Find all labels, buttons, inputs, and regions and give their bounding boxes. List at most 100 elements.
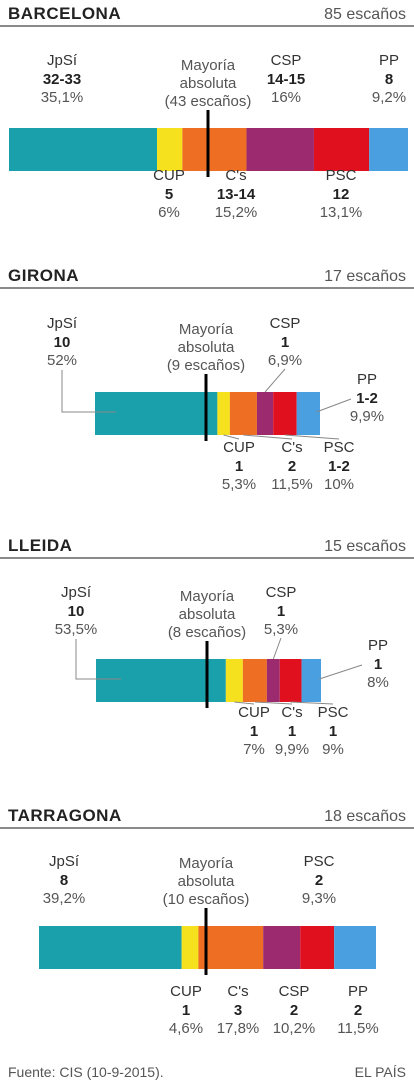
bar-segment-psc [313, 128, 370, 171]
party-name-psc: PSC [304, 853, 335, 870]
party-seats-cup: 5 [165, 186, 173, 203]
bar-segment-cup [217, 392, 230, 435]
bar-segment-psc [273, 392, 297, 435]
leader-line [319, 664, 363, 680]
party-name-pp: PP [379, 52, 399, 69]
party-pct-cup: 7% [243, 741, 265, 758]
party-seats-csp: 14-15 [267, 71, 305, 88]
party-seats-jps: 32-33 [43, 71, 81, 88]
bar-segment-jps [9, 128, 158, 171]
bar-segment-csp [256, 392, 274, 435]
majority-label: Mayoría [179, 321, 234, 338]
party-pct-cup: 4,6% [169, 1020, 203, 1037]
bar-segment-psc [279, 659, 302, 702]
party-pct-csp: 6,9% [268, 352, 302, 369]
party-seats-csp: 2 [290, 1002, 298, 1019]
party-pct-c-s: 9,9% [275, 741, 309, 758]
party-seats-pp: 1 [374, 656, 382, 673]
party-pct-pp: 8% [367, 674, 389, 691]
region-title: GIRONA [8, 266, 79, 285]
party-pct-jps: 35,1% [41, 89, 84, 106]
party-seats-cup: 1 [182, 1002, 190, 1019]
bar-segment-cup [157, 128, 183, 171]
party-seats-pp: 2 [354, 1002, 362, 1019]
party-seats-c-s: 2 [288, 458, 296, 475]
footer-brand: EL PAÍS [354, 1064, 406, 1080]
majority-label: absoluta [178, 873, 235, 890]
leader-line [75, 639, 121, 680]
region-seats-total: 15 escaños [324, 538, 406, 555]
party-name-pp: PP [348, 983, 368, 1000]
region-title: TARRAGONA [8, 806, 122, 825]
party-name-jps: JpSí [47, 52, 78, 69]
party-name-csp: CSP [271, 52, 302, 69]
party-pct-csp: 10,2% [273, 1020, 316, 1037]
majority-seats-label: (9 escaños) [167, 357, 245, 374]
bar-segment-psc [300, 926, 335, 969]
party-name-psc: PSC [324, 439, 355, 456]
bar-segment-pp [334, 926, 376, 969]
leader-line [272, 637, 282, 660]
party-seats-psc: 12 [333, 186, 350, 203]
leader-line [223, 434, 240, 440]
majority-label: absoluta [178, 339, 235, 356]
party-seats-jps: 8 [60, 872, 68, 889]
party-seats-c-s: 1 [288, 723, 296, 740]
party-name-pp: PP [357, 371, 377, 388]
party-seats-csp: 1 [281, 334, 289, 351]
party-pct-cup: 5,3% [222, 476, 256, 493]
party-seats-psc: 1 [329, 723, 337, 740]
party-pct-psc: 13,1% [320, 204, 363, 221]
majority-label: Mayoría [180, 588, 235, 605]
party-name-jps: JpSí [61, 584, 92, 601]
party-name-psc: PSC [318, 704, 349, 721]
region-title: LLEIDA [8, 536, 72, 555]
bar-segment-csp [266, 659, 280, 702]
party-pct-pp: 11,5% [337, 1020, 378, 1037]
bar-segment-cup [225, 659, 243, 702]
party-pct-jps: 39,2% [43, 890, 86, 907]
leader-line [61, 370, 117, 413]
party-pct-psc: 9% [322, 741, 344, 758]
footer-source: Fuente: CIS (10-9-2015). [8, 1064, 164, 1080]
bar-segment-jps [39, 926, 182, 969]
party-seats-pp: 1-2 [356, 390, 378, 407]
majority-seats-label: (8 escaños) [168, 624, 246, 641]
party-pct-jps: 52% [47, 352, 77, 369]
majority-label: absoluta [180, 75, 237, 92]
bar-segment-csp [246, 128, 314, 171]
majority-seats-label: (43 escaños) [165, 93, 252, 110]
leader-line [264, 368, 286, 393]
party-name-csp: CSP [279, 983, 310, 1000]
majority-label: Mayoría [179, 855, 234, 872]
majority-seats-label: (10 escaños) [163, 891, 250, 908]
party-seats-csp: 1 [277, 603, 285, 620]
leader-line [234, 701, 255, 705]
bar-segment-c-s [242, 659, 267, 702]
party-pct-c-s: 11,5% [271, 476, 312, 493]
region-title: BARCELONA [8, 4, 121, 23]
party-seats-psc: 2 [315, 872, 323, 889]
party-pct-psc: 9,3% [302, 890, 336, 907]
region-seats-total: 18 escaños [324, 808, 406, 825]
party-seats-c-s: 13-14 [217, 186, 256, 203]
party-name-jps: JpSí [49, 853, 80, 870]
bar-segment-jps [95, 392, 218, 435]
majority-label: absoluta [179, 606, 236, 623]
majority-label: Mayoría [181, 57, 236, 74]
party-pct-csp: 5,3% [264, 621, 298, 638]
party-name-psc: PSC [326, 167, 357, 184]
party-name-cup: CUP [153, 167, 185, 184]
leader-line [284, 434, 340, 440]
party-pct-pp: 9,2% [372, 89, 406, 106]
party-name-cup: CUP [223, 439, 255, 456]
bar-segment-c-s [229, 392, 257, 435]
party-name-c-s: C's [281, 439, 302, 456]
region-seats-total: 17 escaños [324, 268, 406, 285]
party-name-cup: CUP [238, 704, 270, 721]
